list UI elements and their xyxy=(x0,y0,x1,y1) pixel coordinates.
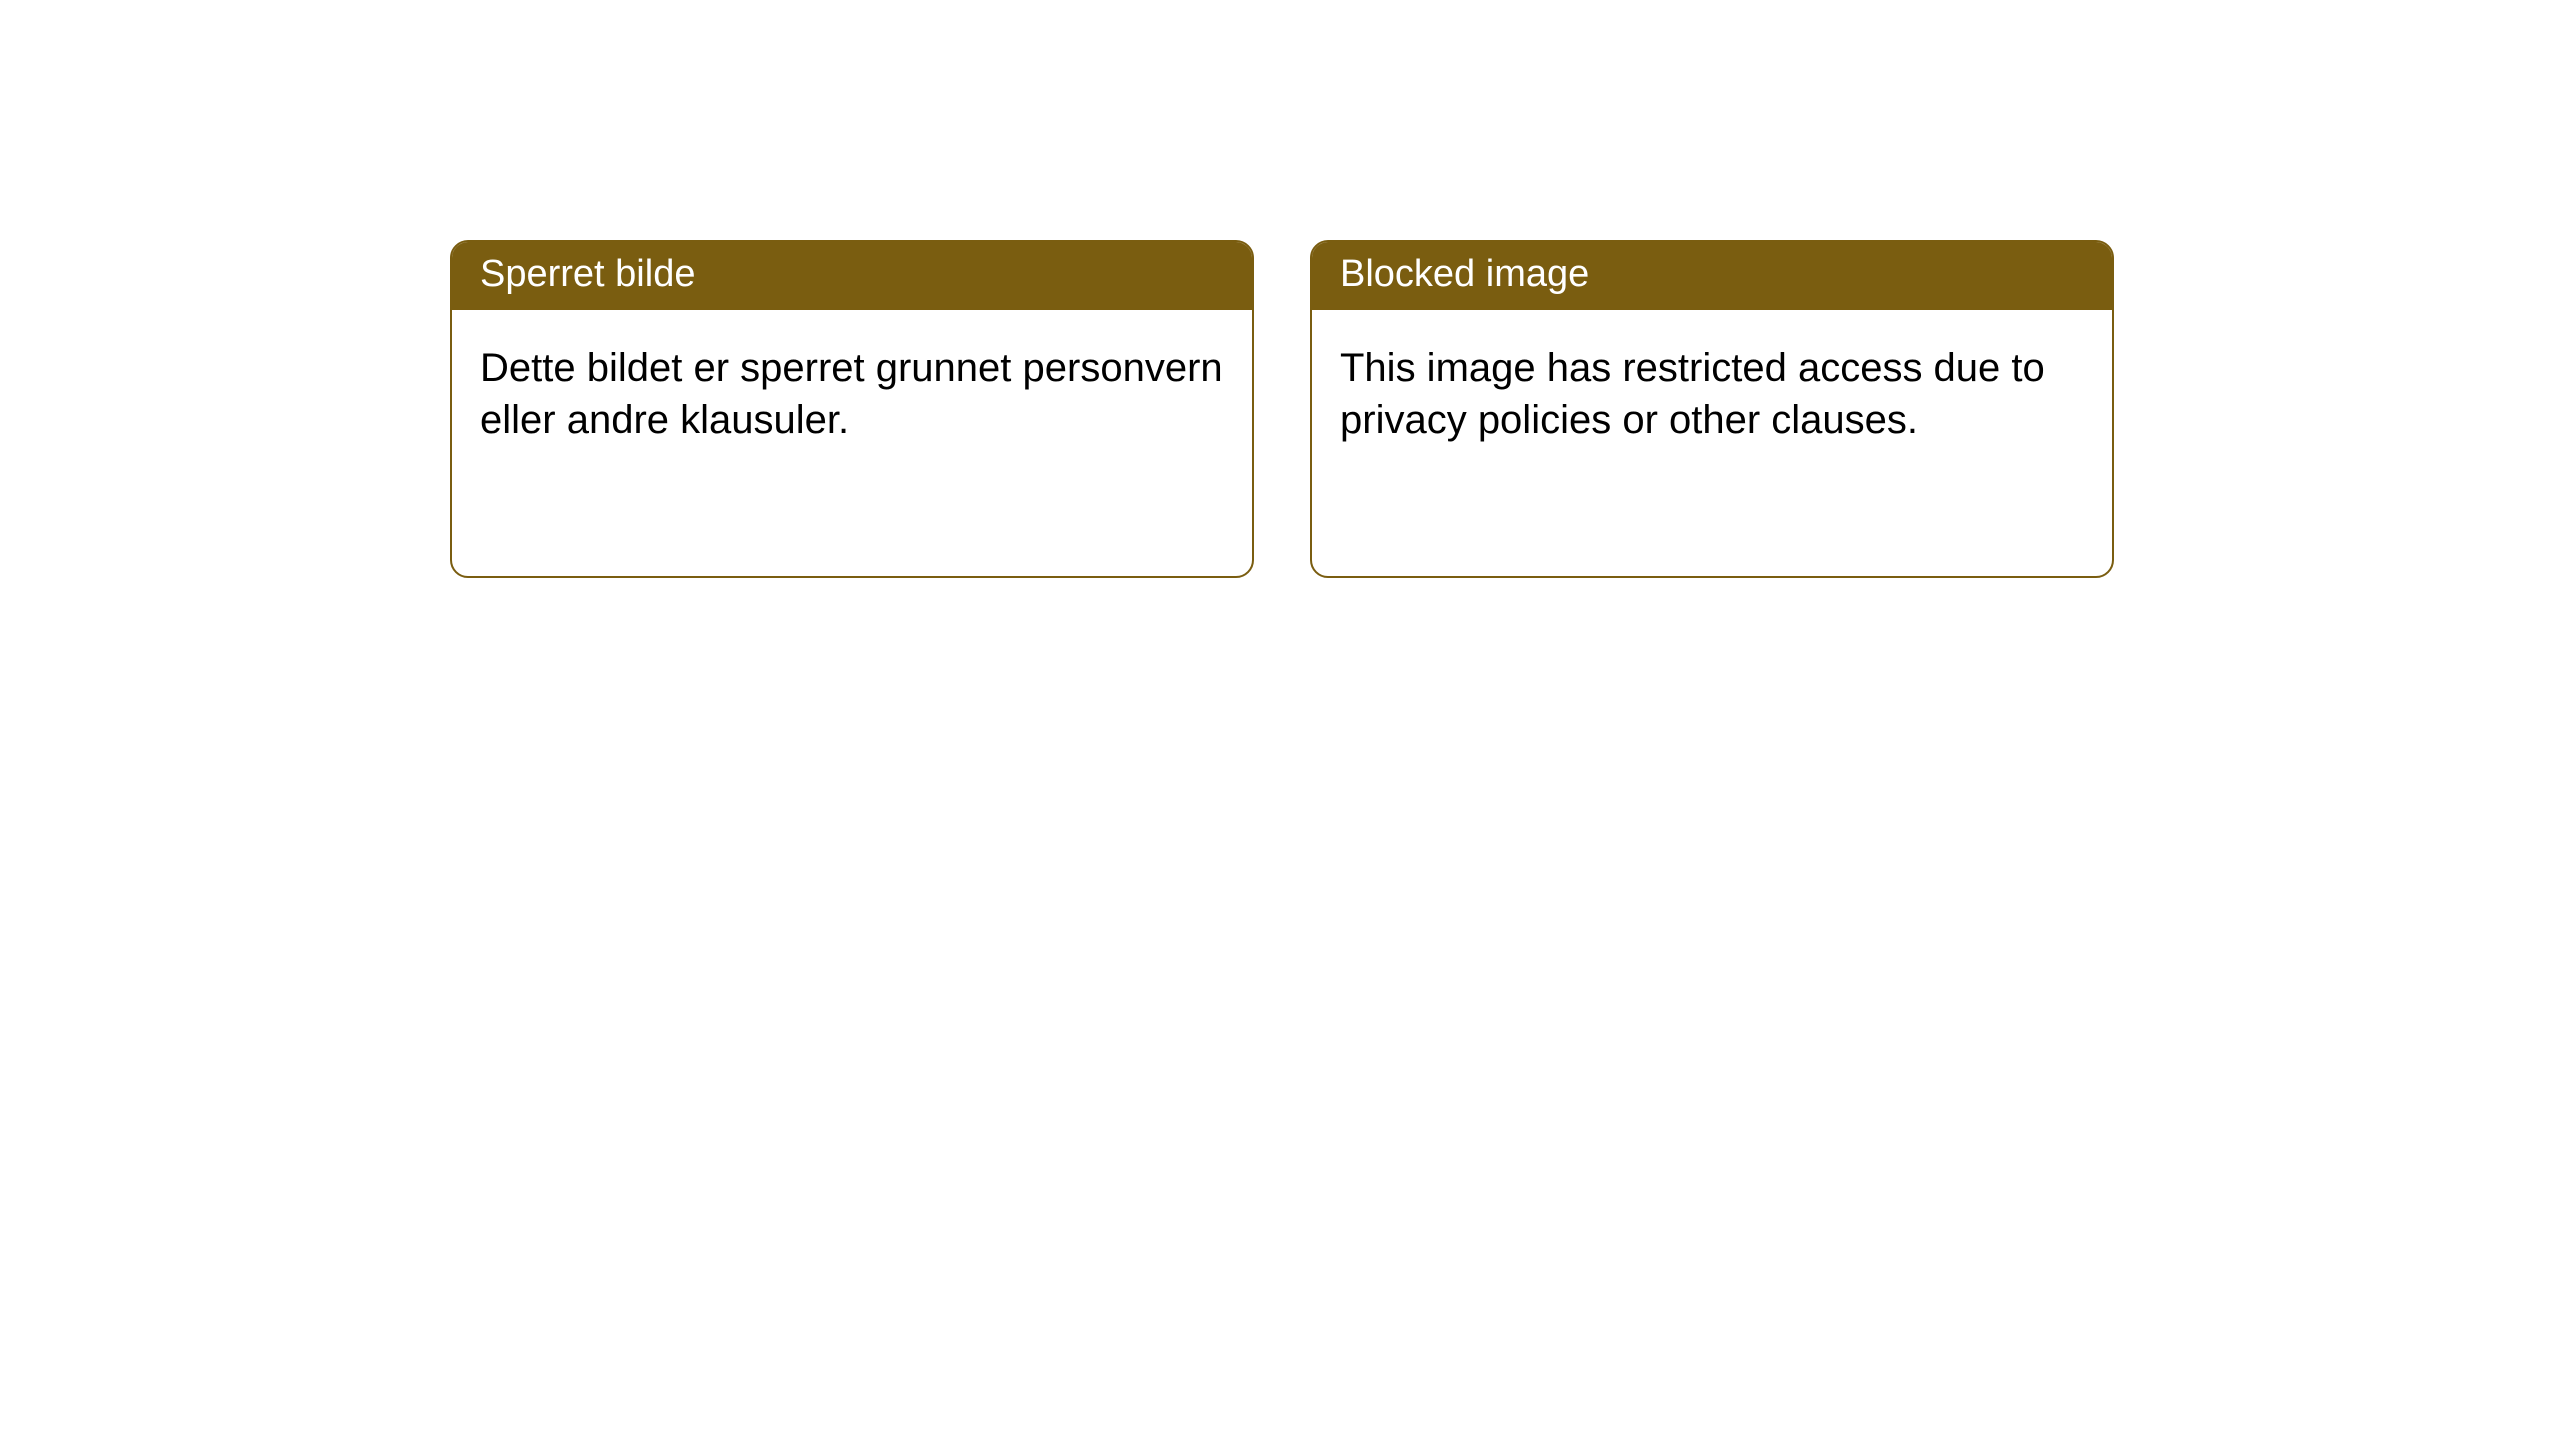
notice-body-no: Dette bildet er sperret grunnet personve… xyxy=(452,310,1252,576)
notice-header-no: Sperret bilde xyxy=(452,242,1252,310)
notice-container: Sperret bilde Dette bildet er sperret gr… xyxy=(0,0,2560,578)
notice-card-en: Blocked image This image has restricted … xyxy=(1310,240,2114,578)
notice-header-en: Blocked image xyxy=(1312,242,2112,310)
notice-body-en: This image has restricted access due to … xyxy=(1312,310,2112,576)
notice-card-no: Sperret bilde Dette bildet er sperret gr… xyxy=(450,240,1254,578)
